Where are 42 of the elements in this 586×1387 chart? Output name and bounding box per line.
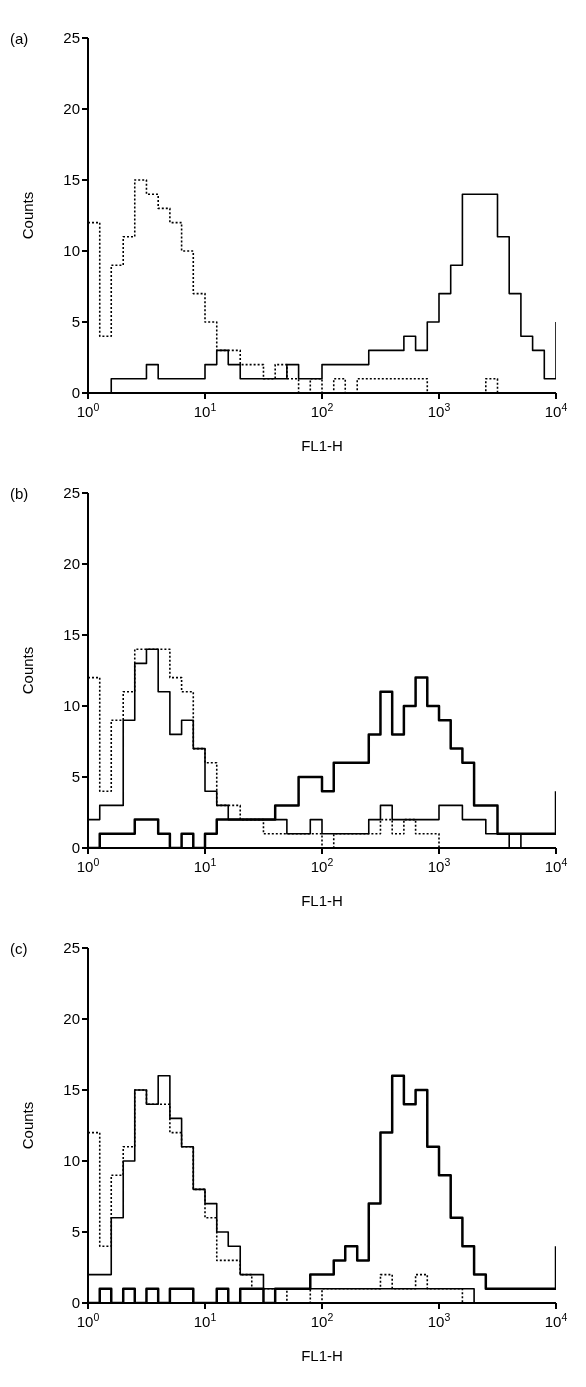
- y-tick-label: 25: [63, 939, 80, 957]
- x-tick-label: 10$^{0}$: [76, 1311, 100, 1330]
- x-tick-label: 10$^{2}$: [310, 1311, 334, 1330]
- y-tick-label: 10: [63, 697, 80, 715]
- x-tick-label: 10$^{4}$: [544, 1311, 568, 1330]
- chart-title: (a): [10, 30, 29, 47]
- chart-title: (c): [10, 940, 28, 957]
- x-tick-label: 10$^{1}$: [193, 401, 217, 420]
- x-tick-label: 10$^{4}$: [544, 856, 568, 875]
- y-tick-label: 15: [63, 626, 80, 644]
- x-tick-label: 10$^{4}$: [544, 401, 568, 420]
- x-tick-label: 10$^{3}$: [427, 401, 451, 420]
- x-tick-label: 10$^{1}$: [193, 1311, 217, 1330]
- x-axis-title: FL1-H: [301, 1347, 343, 1364]
- x-tick-label: 10$^{3}$: [427, 856, 451, 875]
- y-tick-label: 0: [71, 384, 80, 402]
- y-tick-label: 25: [63, 484, 80, 502]
- y-tick-label: 0: [71, 839, 80, 857]
- y-tick-label: 25: [63, 29, 80, 47]
- x-tick-label: 10$^{3}$: [427, 1311, 451, 1330]
- x-tick-label: 10$^{1}$: [193, 856, 217, 875]
- x-tick-label: 10$^{2}$: [310, 856, 334, 875]
- chart-title: (b): [10, 485, 29, 502]
- y-tick-label: 0: [71, 1294, 80, 1312]
- y-tick-label: 5: [71, 1223, 80, 1241]
- x-axis-title: FL1-H: [301, 437, 343, 454]
- x-tick-label: 10$^{0}$: [76, 856, 100, 875]
- y-axis-title: Counts: [19, 646, 37, 695]
- x-axis-title: FL1-H: [301, 892, 343, 909]
- y-axis-title: Counts: [19, 1101, 37, 1150]
- y-tick-label: 15: [63, 171, 80, 189]
- y-tick-label: 20: [63, 1010, 80, 1028]
- y-tick-label: 10: [63, 1152, 80, 1170]
- y-tick-label: 20: [63, 100, 80, 118]
- y-tick-label: 10: [63, 242, 80, 260]
- y-tick-label: 20: [63, 555, 80, 573]
- y-tick-label: 5: [71, 768, 80, 786]
- y-axis-title: Counts: [19, 191, 37, 240]
- x-tick-label: 10$^{2}$: [310, 401, 334, 420]
- y-tick-label: 5: [71, 313, 80, 331]
- x-tick-label: 10$^{0}$: [76, 401, 100, 420]
- y-tick-label: 15: [63, 1081, 80, 1099]
